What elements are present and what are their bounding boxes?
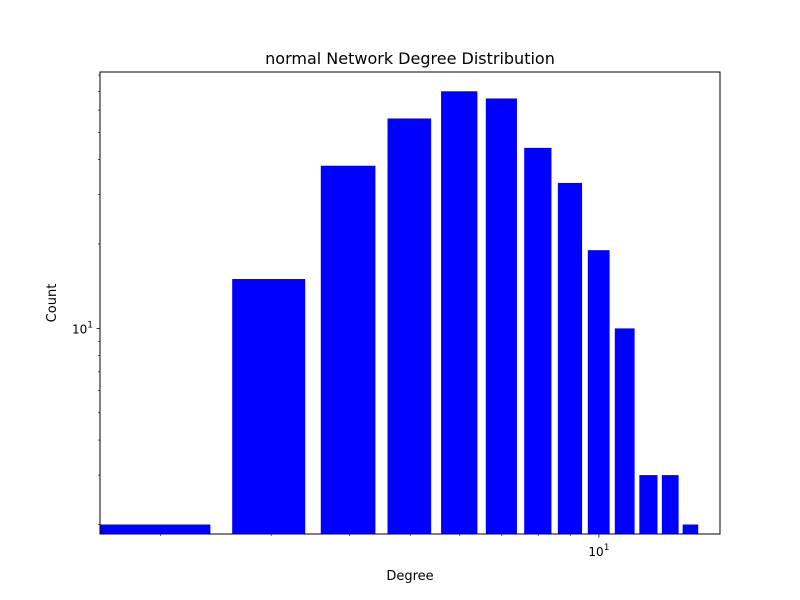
bar-degree-5	[387, 118, 432, 534]
bar-degree-11	[614, 328, 635, 534]
bar-degree-9	[557, 182, 583, 534]
bar-series	[100, 91, 699, 535]
bar-degree-14	[682, 524, 699, 534]
x-axis-label: Degree	[386, 569, 433, 584]
chart-title: normal Network Degree Distribution	[265, 49, 555, 68]
bar-degree-2	[100, 524, 211, 534]
bar-degree-13	[661, 475, 679, 534]
bar-degree-3	[232, 278, 306, 534]
bar-degree-8	[524, 147, 552, 535]
plot-frame	[99, 71, 721, 535]
bar-degree-10	[587, 250, 610, 534]
y-axis-label: Count	[45, 284, 60, 323]
bar-degree-12	[639, 475, 658, 534]
bar-degree-7	[485, 98, 517, 534]
x-tick-label: 101	[588, 543, 609, 559]
y-tick-label: 101	[72, 320, 93, 336]
bar-degree-4	[320, 165, 376, 534]
bar-degree-6	[441, 91, 478, 534]
